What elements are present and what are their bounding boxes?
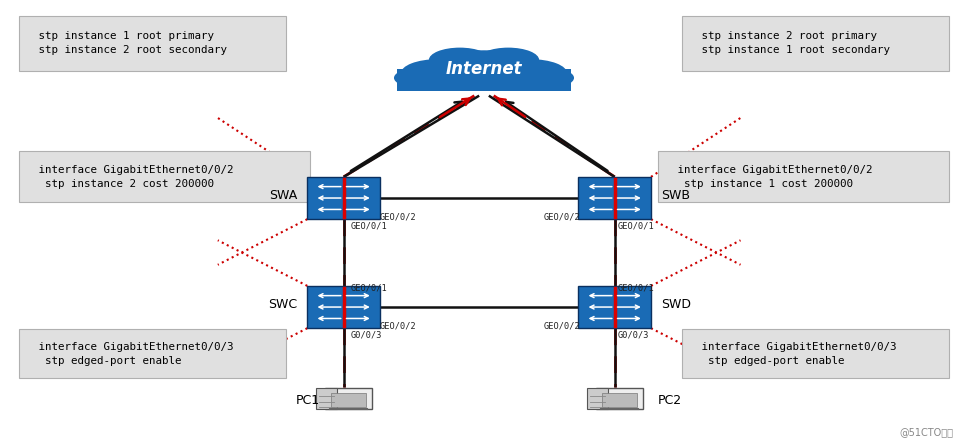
Text: interface GigabitEthernet0/0/3
  stp edged-port enable: interface GigabitEthernet0/0/3 stp edged…: [695, 342, 896, 366]
FancyBboxPatch shape: [19, 329, 286, 378]
Ellipse shape: [526, 68, 574, 88]
Text: stp instance 2 root primary
 stp instance 1 root secondary: stp instance 2 root primary stp instance…: [695, 32, 890, 55]
Text: @51CTO博客: @51CTO博客: [899, 427, 953, 437]
Text: PC1: PC1: [295, 394, 319, 407]
Ellipse shape: [494, 59, 567, 88]
Text: SWD: SWD: [660, 298, 690, 312]
FancyBboxPatch shape: [308, 177, 379, 219]
FancyBboxPatch shape: [579, 286, 650, 328]
Text: SWB: SWB: [660, 189, 689, 202]
Text: SWA: SWA: [269, 189, 298, 202]
Text: G0/0/3: G0/0/3: [618, 330, 650, 339]
Text: GEO/0/2: GEO/0/2: [544, 321, 581, 330]
Text: GEO/0/2: GEO/0/2: [379, 321, 416, 330]
Text: interface GigabitEthernet0/0/2
  stp instance 2 cost 200000: interface GigabitEthernet0/0/2 stp insta…: [32, 165, 233, 189]
Text: GEO/0/1: GEO/0/1: [618, 284, 654, 293]
Text: SWC: SWC: [268, 298, 298, 312]
Text: PC2: PC2: [658, 394, 682, 407]
Text: GEO/0/2: GEO/0/2: [544, 213, 581, 222]
FancyBboxPatch shape: [19, 16, 286, 71]
FancyBboxPatch shape: [682, 329, 949, 378]
FancyBboxPatch shape: [397, 69, 571, 91]
FancyBboxPatch shape: [602, 393, 637, 407]
FancyBboxPatch shape: [658, 151, 949, 202]
FancyBboxPatch shape: [325, 388, 372, 409]
Ellipse shape: [429, 48, 491, 73]
Text: stp instance 1 root primary
 stp instance 2 root secondary: stp instance 1 root primary stp instance…: [32, 32, 227, 55]
Text: GEO/0/1: GEO/0/1: [618, 222, 654, 231]
Ellipse shape: [477, 48, 539, 73]
FancyBboxPatch shape: [579, 177, 650, 219]
Text: G0/0/3: G0/0/3: [350, 330, 382, 339]
FancyBboxPatch shape: [331, 393, 366, 407]
FancyBboxPatch shape: [682, 16, 949, 71]
Text: GEO/0/2: GEO/0/2: [379, 213, 416, 222]
Text: GEO/0/1: GEO/0/1: [350, 284, 387, 293]
FancyBboxPatch shape: [308, 286, 379, 328]
Ellipse shape: [401, 59, 474, 88]
Text: interface GigabitEthernet0/0/2
  stp instance 1 cost 200000: interface GigabitEthernet0/0/2 stp insta…: [671, 165, 872, 189]
Ellipse shape: [431, 50, 537, 88]
Text: Internet: Internet: [445, 60, 523, 78]
Ellipse shape: [394, 68, 442, 88]
FancyBboxPatch shape: [587, 388, 608, 409]
Text: GEO/0/1: GEO/0/1: [350, 222, 387, 231]
FancyBboxPatch shape: [596, 388, 643, 409]
FancyBboxPatch shape: [316, 388, 337, 409]
Text: interface GigabitEthernet0/0/3
  stp edged-port enable: interface GigabitEthernet0/0/3 stp edged…: [32, 342, 233, 366]
FancyBboxPatch shape: [19, 151, 310, 202]
